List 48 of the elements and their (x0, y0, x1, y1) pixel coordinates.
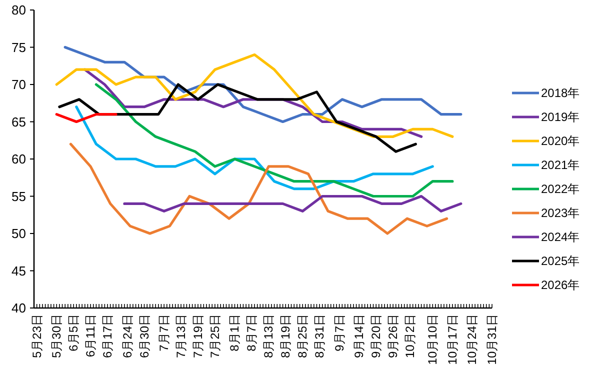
y-tick-label: 45 (12, 263, 26, 278)
y-tick-label: 65 (12, 114, 26, 130)
x-tick-label: 6月17日 (100, 314, 115, 358)
x-tick-label: 10月24日 (465, 314, 480, 365)
legend-label: 2023年 (541, 206, 580, 220)
y-tick-label: 75 (12, 40, 26, 55)
legend-label: 2020年 (541, 134, 580, 148)
x-tick-label: 9月14日 (352, 314, 366, 358)
x-tick-label: 8月13日 (262, 314, 276, 358)
y-tick-label: 55 (12, 188, 26, 204)
legend-label: 2022年 (541, 182, 580, 196)
line-series (75, 106, 434, 190)
legend-label: 2025年 (541, 254, 580, 268)
legend-label: 2019年 (541, 110, 580, 124)
x-tick-label: 9月26日 (386, 314, 400, 358)
legend-label: 2021年 (541, 158, 580, 172)
x-tick-label: 9月7日 (332, 314, 346, 352)
legend-label: 2018年 (541, 86, 580, 100)
y-tick-label: 60 (12, 152, 26, 166)
x-tick-label: 8月7日 (244, 314, 259, 352)
x-tick-label: 6月5日 (66, 314, 81, 352)
x-tick-label: 8月1日 (228, 314, 242, 352)
x-tick-label: 9月20日 (369, 314, 384, 358)
x-tick-label: 10月31日 (485, 314, 499, 365)
line-series (94, 83, 454, 198)
x-tick-label: 7月13日 (174, 314, 188, 358)
x-tick-label: 7月25日 (208, 314, 222, 358)
y-tick-label: 40 (12, 300, 26, 316)
x-tick-label: 7月7日 (157, 314, 172, 352)
x-tick-label: 8月31日 (312, 314, 327, 358)
x-tick-label: 5月23日 (30, 314, 44, 358)
x-tick-label: 7月19日 (190, 314, 205, 358)
legend-label: 2026年 (541, 278, 580, 292)
x-tick-label: 6月24日 (120, 314, 134, 358)
y-tick-label: 70 (12, 77, 26, 92)
legend-label: 2024年 (541, 230, 580, 244)
y-tick-label: 50 (12, 226, 26, 241)
x-tick-label: 6月30日 (137, 314, 152, 358)
line-series (69, 142, 448, 235)
x-tick-label: 10月10日 (426, 314, 440, 365)
x-tick-label: 6月11日 (84, 314, 98, 358)
line-series (58, 83, 417, 153)
x-tick-label: 8月19日 (278, 314, 293, 358)
x-tick-label: 5月30日 (50, 314, 64, 358)
x-tick-label: 8月25日 (296, 314, 310, 358)
x-tick-label: 10月17日 (445, 314, 460, 365)
y-tick-label: 80 (12, 2, 26, 18)
x-tick-label: 10月2日 (403, 314, 418, 358)
